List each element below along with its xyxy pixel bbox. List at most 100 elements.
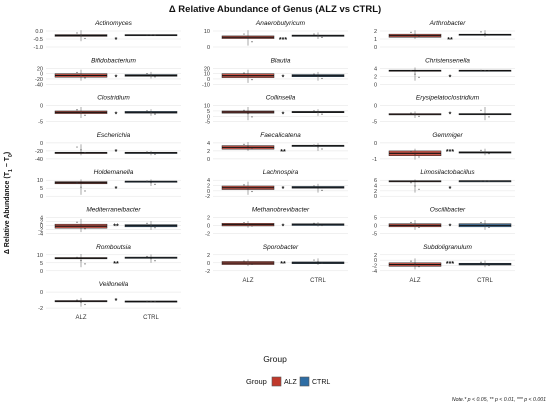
data-point-ctrl [154, 76, 156, 78]
data-point-ctrl [313, 110, 315, 112]
y-tick-label: 0 [374, 224, 377, 230]
y-tick-label: 0 [40, 194, 43, 200]
data-point-ctrl [154, 113, 156, 115]
data-point-ctrl [146, 255, 148, 258]
panel-title: Oscillibacter [430, 207, 466, 214]
y-axis-label: Δ Relative Abundance (T1 − T0) [4, 152, 14, 254]
data-point-alz [76, 32, 78, 34]
data-point-ctrl [321, 262, 323, 264]
data-point-ctrl [146, 300, 148, 302]
x-tick-ctrl: CTRL [310, 278, 326, 284]
data-point-ctrl [154, 227, 156, 229]
y-axis-label-sub1: 1 [8, 169, 14, 172]
y-tick-label: -20 [35, 77, 43, 83]
y-axis-label-main: Δ Relative Abundance (T [4, 171, 11, 254]
data-point-alz [251, 190, 253, 193]
significance-stars: * [115, 298, 118, 305]
data-point-alz [243, 143, 245, 145]
legend: Group ALZ CTRL [246, 376, 330, 387]
y-tick-label: 2 [374, 189, 377, 195]
significance-stars: * [115, 149, 118, 156]
data-point-ctrl [480, 221, 482, 224]
panel-title: Christensenella [425, 57, 470, 64]
panel-title: Subdoligranulum [423, 244, 472, 251]
panel-title: Erysipelatoclostridium [416, 95, 480, 102]
data-point-ctrl [321, 113, 323, 115]
y-tick-label: -40 [35, 157, 43, 163]
y-tick-label: 0 [40, 290, 43, 296]
y-tick-label: 2 [374, 74, 377, 80]
y-tick-label: 10 [37, 178, 43, 184]
y-axis-label-mid: − T [4, 156, 11, 169]
y-tick-label: -4 [38, 232, 43, 238]
data-point-alz [410, 150, 412, 153]
data-point-ctrl [150, 111, 152, 114]
data-point-ctrl [484, 224, 486, 226]
significance-stars: *** [279, 37, 287, 44]
significance-stars: * [282, 112, 285, 119]
panel-romboutsia: Romboutsia 10 5 0 ** [37, 244, 181, 275]
data-point-alz [251, 116, 253, 118]
data-point-ctrl [313, 259, 315, 261]
data-point-ctrl [313, 73, 315, 75]
y-tick-label: -5 [372, 120, 377, 126]
y-tick-label: 0 [374, 141, 377, 147]
data-point-ctrl [146, 222, 148, 224]
data-point-ctrl [488, 70, 490, 72]
data-point-ctrl [484, 32, 486, 35]
y-tick-label: 0 [374, 45, 377, 51]
data-point-alz [84, 77, 86, 79]
panel-subdoligranulum: Subdoligranulum 20-2-4 *** [372, 244, 515, 275]
x-tick-alz: ALZ [409, 278, 420, 284]
data-point-alz [80, 149, 82, 151]
panel-title: Actinomyces [94, 20, 133, 27]
y-tick-label: 0 [40, 224, 43, 230]
panel-title: Bifidobacterium [91, 57, 136, 64]
data-point-alz [418, 226, 420, 229]
data-point-ctrl [488, 180, 490, 182]
panel-title: Romboutsia [96, 244, 131, 251]
significance-stars: * [449, 74, 452, 81]
data-point-alz [76, 182, 78, 184]
data-point-ctrl [317, 187, 319, 189]
data-point-alz [410, 260, 412, 262]
data-point-alz [243, 222, 245, 224]
data-point-ctrl [317, 75, 319, 77]
data-point-ctrl [154, 34, 156, 36]
panel-title: Veillonella [99, 281, 129, 288]
y-tick-label: 0 [207, 224, 210, 230]
y-tick-label: 2 [374, 29, 377, 35]
data-point-ctrl [150, 182, 152, 184]
data-point-ctrl [321, 224, 323, 227]
data-point-ctrl [154, 301, 156, 303]
data-point-ctrl [313, 222, 315, 224]
panel-title: Gemmiger [432, 132, 463, 139]
y-tick-label: 0 [40, 141, 43, 147]
data-point-alz [251, 79, 253, 81]
data-point-alz [410, 182, 412, 184]
y-tick-label: -10 [202, 82, 210, 88]
data-point-ctrl [317, 261, 319, 263]
data-point-ctrl [146, 72, 148, 75]
data-point-alz [418, 188, 420, 190]
y-tick-label: 10 [204, 104, 210, 110]
y-tick-label: -1.0 [34, 45, 43, 51]
data-point-ctrl [484, 113, 486, 115]
data-point-alz [251, 148, 253, 150]
data-point-alz [76, 71, 78, 74]
data-point-alz [76, 221, 78, 223]
significance-stars: * [282, 224, 285, 231]
legend-key-ctrl [299, 376, 310, 387]
panel-erysipelatoclostridium: Erysipelatoclostridium 0 -5 * [372, 95, 515, 126]
x-axis-label: Group [263, 354, 287, 364]
data-point-ctrl [146, 151, 148, 153]
data-point-ctrl [484, 69, 486, 72]
data-point-ctrl [146, 34, 148, 36]
data-point-ctrl [146, 180, 148, 182]
panel-title: Clostridium [97, 95, 130, 102]
data-point-ctrl [480, 31, 482, 33]
data-point-ctrl [313, 185, 315, 187]
y-tick-label: 0 [40, 269, 43, 275]
significance-stars: * [115, 74, 118, 81]
